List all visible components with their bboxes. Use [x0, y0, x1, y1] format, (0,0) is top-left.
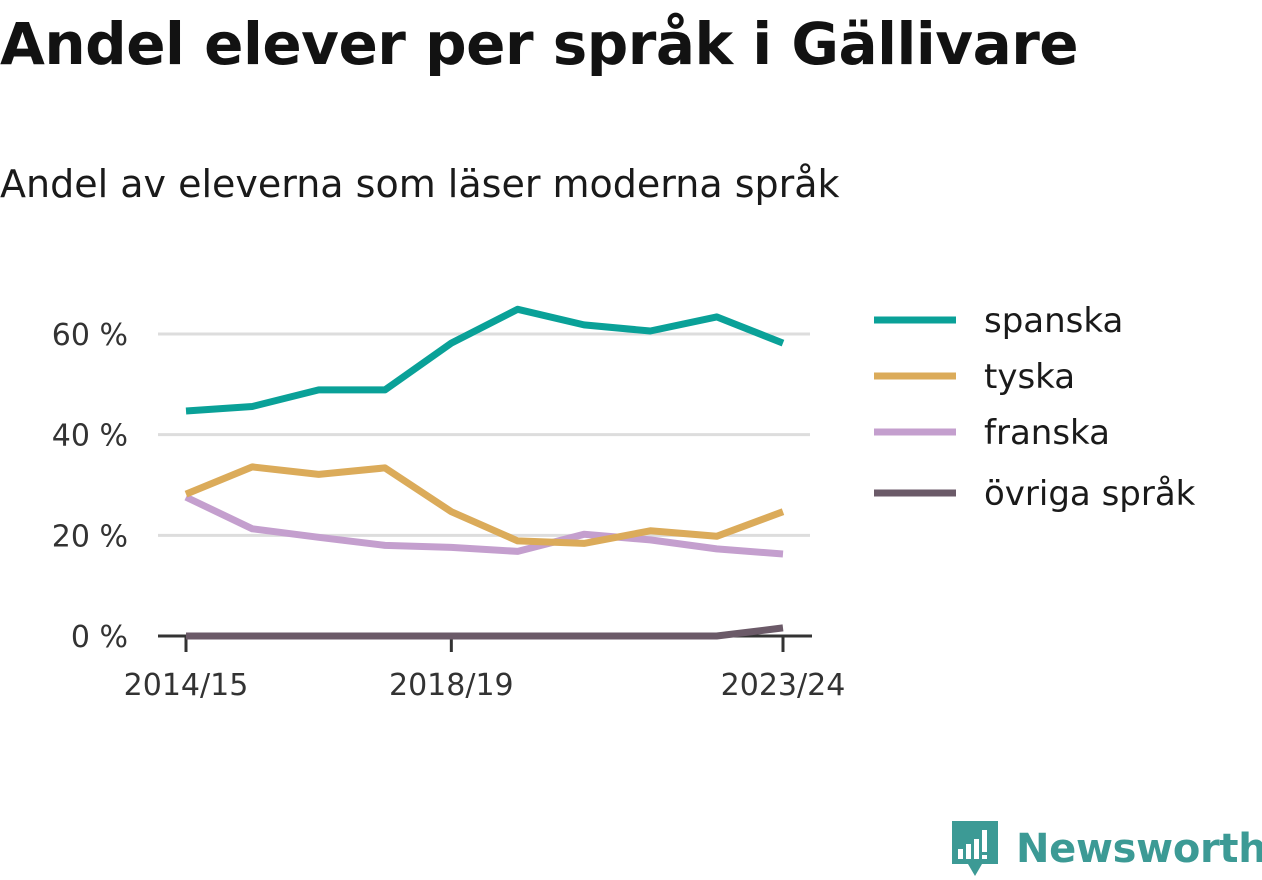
legend-label: övriga språk [984, 474, 1196, 514]
x-tick-label: 2014/15 [124, 668, 249, 703]
legend-label: tyska [984, 357, 1075, 397]
legend-label: franska [984, 413, 1110, 453]
legend-label: spanska [984, 301, 1123, 341]
x-axis: 2014/15 2018/19 2023/24 [124, 634, 846, 703]
y-tick-label: 40 % [52, 419, 128, 454]
grid-lines [158, 332, 810, 537]
brand-logo: Newsworthy [950, 818, 1262, 880]
series-line-övriga-språk [186, 624, 784, 640]
x-tick-label: 2018/19 [389, 668, 514, 703]
brand-name: Newsworthy [1016, 826, 1262, 872]
y-tick-label: 20 % [52, 519, 128, 554]
chart-title: Andel elever per språk i Gällivare [0, 10, 1079, 78]
series-line-franska [184, 493, 784, 558]
series-line-spanska [185, 305, 785, 415]
line-chart: 0 % 20 % 40 % 60 % 2014/15 2018/19 2023/24 sp… [52, 301, 1196, 703]
chart-subtitle: Andel av eleverna som läser moderna språ… [0, 162, 840, 206]
y-axis: 0 % 20 % 40 % 60 % [52, 318, 128, 655]
series-line-tyska [184, 463, 785, 547]
x-tick-label: 2023/24 [721, 668, 846, 703]
series-lines [184, 305, 785, 640]
y-tick-label: 60 % [52, 318, 128, 353]
newsworthy-logo-icon [952, 821, 998, 876]
legend: spanska tyska franska övriga språk [874, 301, 1196, 514]
y-tick-label: 0 % [71, 620, 128, 655]
